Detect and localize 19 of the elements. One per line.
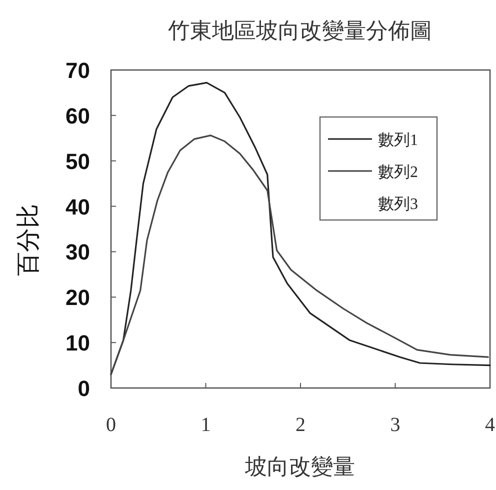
y-tick-label: 0 bbox=[78, 376, 90, 401]
legend-label: 數列1 bbox=[378, 132, 418, 149]
x-tick-label: 2 bbox=[296, 414, 306, 436]
x-tick-label: 3 bbox=[390, 414, 400, 436]
x-tick-label: 0 bbox=[106, 414, 116, 436]
legend-label: 數列2 bbox=[378, 164, 418, 181]
y-tick-label: 10 bbox=[66, 330, 90, 356]
chart-title: 竹東地區坡向改變量分佈圖 bbox=[168, 18, 432, 43]
y-tick-label: 30 bbox=[66, 240, 90, 265]
x-tick-label: 4 bbox=[485, 414, 495, 436]
text: 數列3 bbox=[378, 196, 418, 213]
y-tick-label: 20 bbox=[66, 285, 90, 310]
y-tick-label: 50 bbox=[66, 148, 90, 174]
x-axis-title: 坡向改變量 bbox=[244, 454, 355, 479]
y-tick-label: 60 bbox=[66, 103, 90, 128]
y-tick-label: 70 bbox=[66, 58, 90, 83]
y-axis-title: 百分比 bbox=[15, 204, 42, 276]
y-tick-label: 40 bbox=[66, 194, 90, 220]
x-tick-label: 1 bbox=[200, 414, 211, 436]
